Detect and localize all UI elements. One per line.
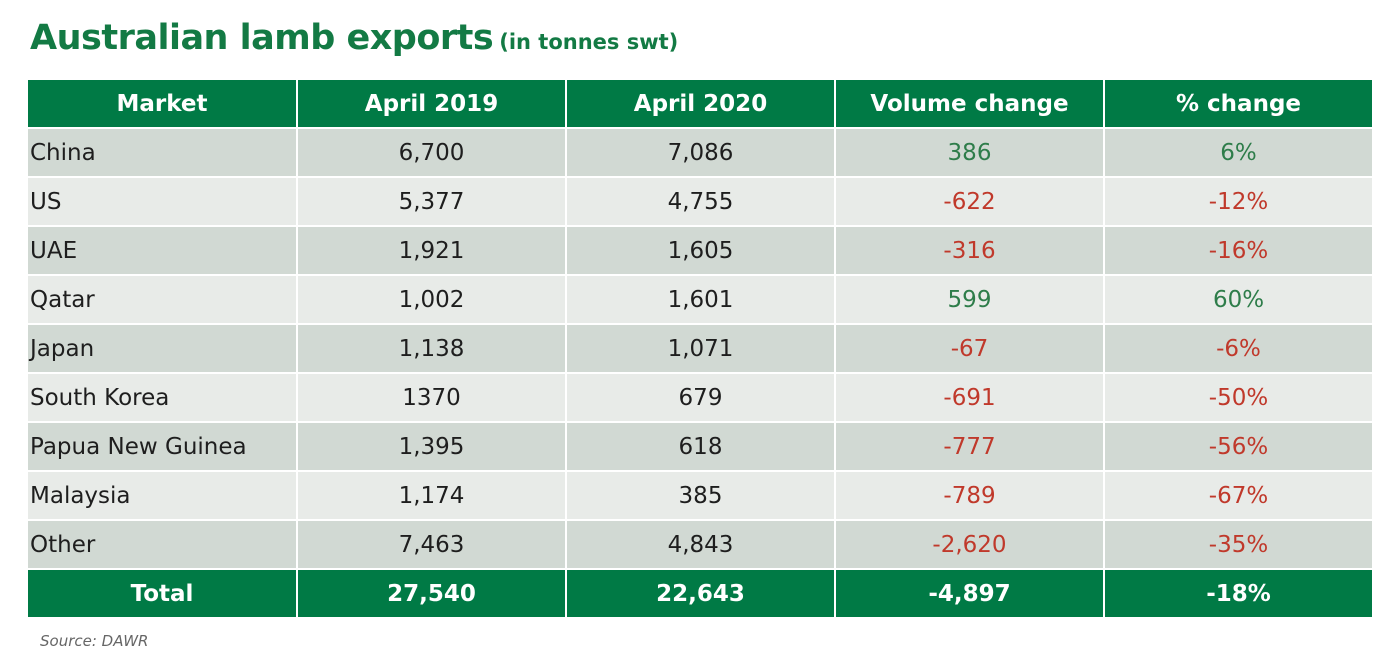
total-april-2020: 22,643 <box>566 569 836 617</box>
april-2020-cell: 4,755 <box>566 177 836 227</box>
table-row: UAE 1,921 1,605 -316 -16% <box>28 226 1372 276</box>
lamb-exports-table: Market April 2019 April 2020 Volume chan… <box>28 80 1372 617</box>
volume-change-cell: -691 <box>835 373 1105 423</box>
volume-change-cell: -789 <box>835 471 1105 521</box>
april-2019-cell: 7,463 <box>297 520 567 570</box>
table-row: US 5,377 4,755 -622 -12% <box>28 177 1372 227</box>
april-2019-cell: 1,138 <box>297 324 567 374</box>
table-body: China 6,700 7,086 386 6% US 5,377 4,755 -622 -12%… <box>28 128 1372 570</box>
total-april-2019: 27,540 <box>297 569 567 617</box>
market-cell: Papua New Guinea <box>28 422 298 472</box>
volume-change-cell: -67 <box>835 324 1105 374</box>
source-note: Source: DAWR <box>40 632 149 650</box>
market-cell: Malaysia <box>28 471 298 521</box>
volume-change-cell: -2,620 <box>835 520 1105 570</box>
april-2019-cell: 1,002 <box>297 275 567 325</box>
column-header-market: Market <box>28 80 298 129</box>
volume-change-cell: -777 <box>835 422 1105 472</box>
table-row: Other 7,463 4,843 -2,620 -35% <box>28 520 1372 570</box>
market-cell: US <box>28 177 298 227</box>
table-header-row: Market April 2019 April 2020 Volume chan… <box>28 80 1372 129</box>
title-block: Australian lamb exports (in tonnes swt) <box>30 18 678 58</box>
table-row: Malaysia 1,174 385 -789 -67% <box>28 471 1372 521</box>
market-cell: Qatar <box>28 275 298 325</box>
table-row: Papua New Guinea 1,395 618 -777 -56% <box>28 422 1372 472</box>
pct-change-cell: -67% <box>1104 471 1372 521</box>
april-2019-cell: 6,700 <box>297 128 567 178</box>
pct-change-cell: -12% <box>1104 177 1372 227</box>
market-cell: Japan <box>28 324 298 374</box>
april-2019-cell: 1,395 <box>297 422 567 472</box>
volume-change-cell: -316 <box>835 226 1105 276</box>
april-2019-cell: 1,921 <box>297 226 567 276</box>
april-2020-cell: 7,086 <box>566 128 836 178</box>
page-subtitle: (in tonnes swt) <box>499 30 679 54</box>
column-header-volume-change: Volume change <box>835 80 1105 129</box>
pct-change-cell: -56% <box>1104 422 1372 472</box>
pct-change-cell: -35% <box>1104 520 1372 570</box>
market-cell: China <box>28 128 298 178</box>
column-header-april-2019: April 2019 <box>297 80 567 129</box>
column-header-april-2020: April 2020 <box>566 80 836 129</box>
pct-change-cell: 6% <box>1104 128 1372 178</box>
total-volume-change: -4,897 <box>835 569 1105 617</box>
table-row: South Korea 1370 679 -691 -50% <box>28 373 1372 423</box>
table-row: China 6,700 7,086 386 6% <box>28 128 1372 178</box>
april-2020-cell: 4,843 <box>566 520 836 570</box>
april-2019-cell: 1,174 <box>297 471 567 521</box>
table-total-row: Total 27,540 22,643 -4,897 -18% <box>28 569 1372 617</box>
table-row: Qatar 1,002 1,601 599 60% <box>28 275 1372 325</box>
april-2020-cell: 618 <box>566 422 836 472</box>
april-2020-cell: 385 <box>566 471 836 521</box>
total-label: Total <box>28 569 298 617</box>
page-title: Australian lamb exports <box>30 18 494 58</box>
volume-change-cell: 599 <box>835 275 1105 325</box>
market-cell: South Korea <box>28 373 298 423</box>
april-2020-cell: 1,601 <box>566 275 836 325</box>
market-cell: UAE <box>28 226 298 276</box>
april-2020-cell: 679 <box>566 373 836 423</box>
april-2019-cell: 5,377 <box>297 177 567 227</box>
table-row: Japan 1,138 1,071 -67 -6% <box>28 324 1372 374</box>
april-2020-cell: 1,605 <box>566 226 836 276</box>
pct-change-cell: -6% <box>1104 324 1372 374</box>
total-pct-change: -18% <box>1104 569 1372 617</box>
column-header-pct-change: % change <box>1104 80 1372 129</box>
april-2020-cell: 1,071 <box>566 324 836 374</box>
volume-change-cell: -622 <box>835 177 1105 227</box>
pct-change-cell: 60% <box>1104 275 1372 325</box>
pct-change-cell: -50% <box>1104 373 1372 423</box>
april-2019-cell: 1370 <box>297 373 567 423</box>
market-cell: Other <box>28 520 298 570</box>
pct-change-cell: -16% <box>1104 226 1372 276</box>
volume-change-cell: 386 <box>835 128 1105 178</box>
